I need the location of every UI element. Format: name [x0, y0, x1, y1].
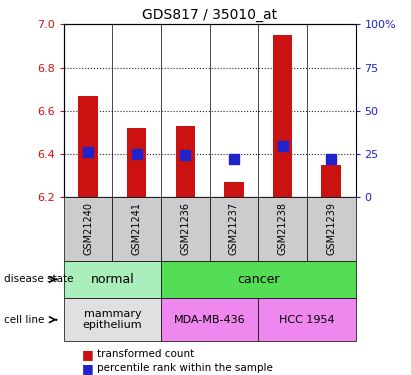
- Text: GSM21240: GSM21240: [83, 202, 93, 255]
- Bar: [273, 35, 292, 197]
- Bar: [258, 298, 356, 341]
- Text: GSM21239: GSM21239: [326, 202, 336, 255]
- Bar: [64, 197, 112, 261]
- Bar: [78, 96, 98, 197]
- Bar: [161, 197, 210, 261]
- Text: ■: ■: [82, 362, 94, 375]
- Text: percentile rank within the sample: percentile rank within the sample: [97, 363, 272, 373]
- Text: cancer: cancer: [237, 273, 279, 286]
- Bar: [64, 261, 161, 298]
- Bar: [224, 182, 244, 197]
- Text: GSM21236: GSM21236: [180, 202, 190, 255]
- Bar: [175, 126, 195, 197]
- Text: mammary
epithelium: mammary epithelium: [83, 309, 142, 330]
- Text: HCC 1954: HCC 1954: [279, 315, 335, 325]
- Bar: [210, 197, 258, 261]
- Bar: [112, 197, 161, 261]
- Text: MDA-MB-436: MDA-MB-436: [174, 315, 245, 325]
- Text: GSM21238: GSM21238: [277, 202, 288, 255]
- Text: ■: ■: [82, 348, 94, 361]
- Text: GSM21241: GSM21241: [132, 202, 142, 255]
- Bar: [307, 197, 356, 261]
- Bar: [258, 197, 307, 261]
- Text: transformed count: transformed count: [97, 350, 194, 359]
- Text: disease state: disease state: [4, 274, 74, 284]
- Text: GSM21237: GSM21237: [229, 202, 239, 255]
- Text: cell line: cell line: [4, 315, 44, 325]
- Bar: [64, 298, 161, 341]
- Text: normal: normal: [90, 273, 134, 286]
- Bar: [321, 165, 341, 197]
- Title: GDS817 / 35010_at: GDS817 / 35010_at: [142, 8, 277, 22]
- Bar: [127, 128, 146, 197]
- Bar: [161, 261, 356, 298]
- Bar: [161, 298, 258, 341]
